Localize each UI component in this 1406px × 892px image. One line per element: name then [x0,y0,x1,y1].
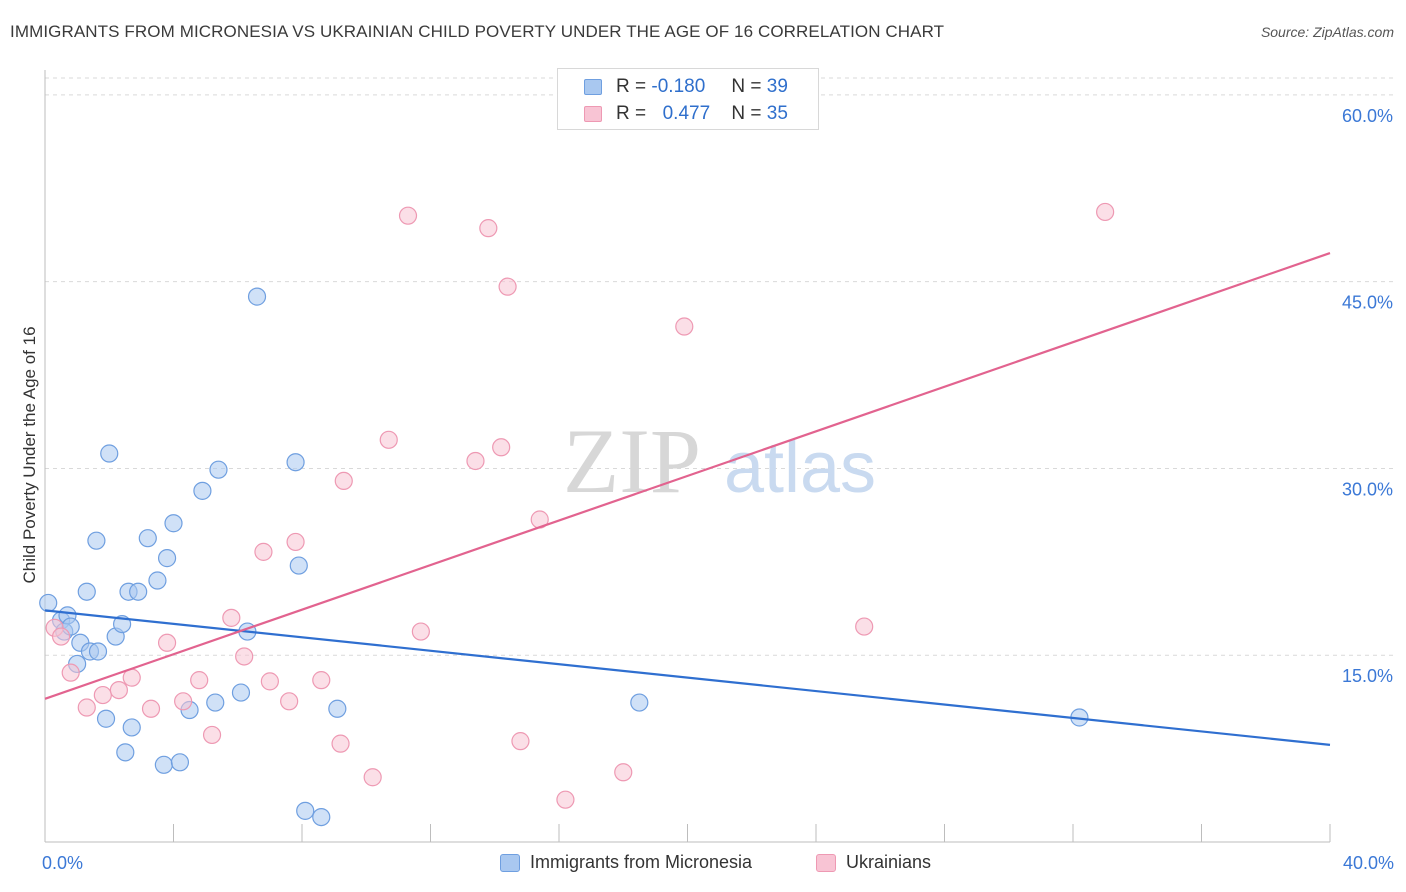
ukrainian-point [174,692,193,711]
x-tick-max: 40.0% [1342,853,1394,873]
micronesia-point [88,642,108,661]
ukrainian-point [498,277,517,296]
n-value: 35 [766,103,788,124]
micronesia-point [148,571,167,590]
micronesia-point [247,287,267,306]
ukrainian-point [1096,202,1115,222]
chart-title: IMMIGRANTS FROM MICRONESIA VS UKRAINIAN … [10,22,945,41]
ukrainian-point [202,725,222,745]
ukrainian-point [492,438,511,457]
ukrainian-point [141,699,161,718]
ukrainian-point [51,627,71,646]
ukrainian-point [379,430,398,449]
micronesia-point [630,693,649,712]
axes [44,70,1331,843]
watermark: ZIP atlas [563,410,876,512]
r-label: R = [616,76,647,97]
ukrainian-point [157,633,177,652]
legend-label: Ukrainians [846,852,932,872]
micronesia-point [87,531,106,550]
micronesia-point [122,718,141,737]
micronesia-point [100,444,119,463]
legend-item-micronesia: Immigrants from Micronesia [500,852,752,873]
data-points [39,202,1115,827]
micronesia-point [312,807,331,827]
pink-swatch [816,853,836,872]
ukrainian-point [614,763,633,782]
trendline-micronesia [44,609,1331,746]
micronesia-point [157,549,177,568]
micronesia-point [77,582,96,601]
y-tick-label: 45.0% [1342,293,1393,313]
ukrainian-point [675,317,694,336]
ukrainian-point [466,451,485,471]
ukrainian-point [479,219,498,238]
y-tick-label: 30.0% [1342,479,1393,499]
ukrainian-point [280,692,299,711]
y-tick-labels: 15.0% 30.0% 45.0% 60.0% [1342,106,1393,686]
ukrainian-point [855,617,874,636]
blue-swatch [500,853,520,872]
y-tick-label: 60.0% [1342,106,1393,126]
ukrainian-point [254,542,273,561]
r-value: -0.180 [651,76,706,97]
ukrainian-point [93,685,112,705]
trend-lines [44,251,1331,746]
ukrainian-point [334,471,353,491]
micronesia-point [154,755,173,774]
micronesia-point [170,753,190,772]
legend-row-ukrainians: R = 0.477 N = 35 [584,102,788,126]
r-label: R = [616,103,647,124]
watermark-atlas: atlas [724,428,876,508]
micronesia-point [209,460,228,479]
ukrainian-point [312,671,331,690]
ukrainian-point [109,680,128,700]
ukrainian-point [511,732,530,751]
micronesia-point [286,453,305,472]
ukrainian-point [286,532,305,552]
ukrainian-point [331,734,350,753]
ukrainian-point [398,206,418,225]
micronesia-point [129,582,148,601]
ukrainian-point [556,790,575,809]
source-credit: Source: ZipAtlas.com [1260,24,1394,40]
ukrainian-point [77,698,96,717]
micronesia-point [39,593,58,613]
y-axis-label: Child Poverty Under the Age of 16 [20,326,39,584]
legend-row-micronesia: R = -0.180 N = 39 [584,75,788,99]
ukrainian-point [190,671,209,690]
ukrainian-point [411,622,430,641]
trendline-ukrainians [44,251,1331,700]
ukrainian-point [363,768,382,787]
ukrainian-point [260,672,279,691]
micronesia-point [96,709,116,728]
pink-swatch [584,106,602,122]
x-tick-min: 0.0% [42,853,84,873]
stats-legend: R = -0.180 N = 39 R = 0.477 N = 35 [557,68,819,130]
blue-swatch [584,79,602,95]
grid-lines [45,77,1395,656]
n-label: N = [731,76,762,97]
micronesia-point [296,801,315,820]
ukrainian-point [61,663,80,682]
micronesia-point [289,556,308,575]
micronesia-point [206,693,225,712]
y-tick-label: 15.0% [1342,666,1393,686]
micronesia-point [193,481,212,500]
n-value: 39 [766,76,788,97]
micronesia-point [231,683,251,702]
micronesia-point [164,514,183,533]
n-label: N = [731,103,762,124]
legend-label: Immigrants from Micronesia [530,852,753,872]
micronesia-point [116,743,135,762]
legend-item-ukrainians: Ukrainians [816,852,931,873]
watermark-zip: ZIP [563,410,701,512]
micronesia-point [138,529,157,548]
r-value: 0.477 [662,103,711,124]
ukrainian-point [222,608,241,627]
micronesia-point [328,699,347,718]
ukrainian-point [235,647,254,666]
